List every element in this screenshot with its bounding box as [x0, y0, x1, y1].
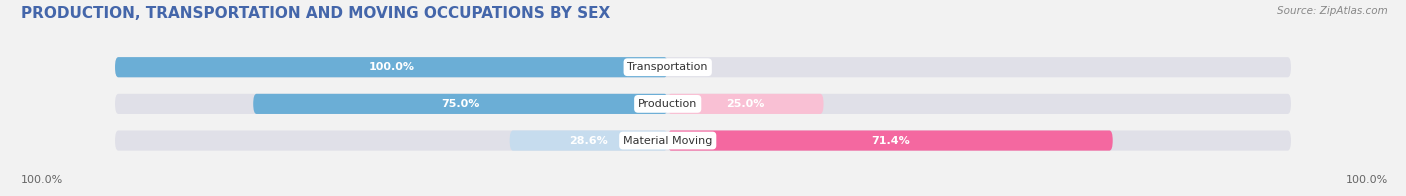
- FancyBboxPatch shape: [253, 94, 668, 114]
- FancyBboxPatch shape: [115, 57, 668, 77]
- Text: 28.6%: 28.6%: [569, 136, 607, 146]
- Text: Material Moving: Material Moving: [623, 136, 713, 146]
- FancyBboxPatch shape: [115, 94, 1291, 114]
- FancyBboxPatch shape: [115, 57, 1291, 77]
- Text: 100.0%: 100.0%: [1346, 175, 1388, 185]
- FancyBboxPatch shape: [668, 94, 824, 114]
- Text: 100.0%: 100.0%: [368, 62, 415, 72]
- Text: 75.0%: 75.0%: [441, 99, 479, 109]
- FancyBboxPatch shape: [668, 131, 1112, 151]
- Text: 100.0%: 100.0%: [21, 175, 63, 185]
- FancyBboxPatch shape: [115, 131, 1291, 151]
- Text: Production: Production: [638, 99, 697, 109]
- Text: 71.4%: 71.4%: [870, 136, 910, 146]
- Text: 25.0%: 25.0%: [727, 99, 765, 109]
- FancyBboxPatch shape: [509, 131, 668, 151]
- Text: Transportation: Transportation: [627, 62, 709, 72]
- Text: Source: ZipAtlas.com: Source: ZipAtlas.com: [1277, 6, 1388, 16]
- Text: PRODUCTION, TRANSPORTATION AND MOVING OCCUPATIONS BY SEX: PRODUCTION, TRANSPORTATION AND MOVING OC…: [21, 6, 610, 21]
